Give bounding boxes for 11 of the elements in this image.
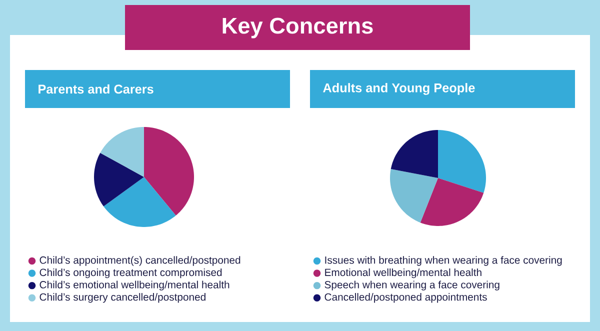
legend-label: Emotional wellbeing/mental health <box>325 268 482 278</box>
legend-label: Issues with breathing when wearing a face covering <box>325 256 562 266</box>
legend-label: Child’s emotional wellbeing/mental health <box>40 280 230 290</box>
legend-label: Child’s surgery cancelled/postponed <box>40 293 206 303</box>
legend-label: Child’s appointment(s) cancelled/postponed <box>40 256 240 266</box>
chart-title: Adults and Young People <box>323 83 475 95</box>
text: Key Concerns <box>222 18 373 38</box>
legend-label: Child’s ongoing treatment compromised <box>40 268 222 278</box>
legend-label: Cancelled/postponed appointments <box>324 293 487 303</box>
chart-title: Parents and Carers <box>38 84 154 94</box>
legend-label: Speech when wearing a face covering <box>324 280 500 290</box>
